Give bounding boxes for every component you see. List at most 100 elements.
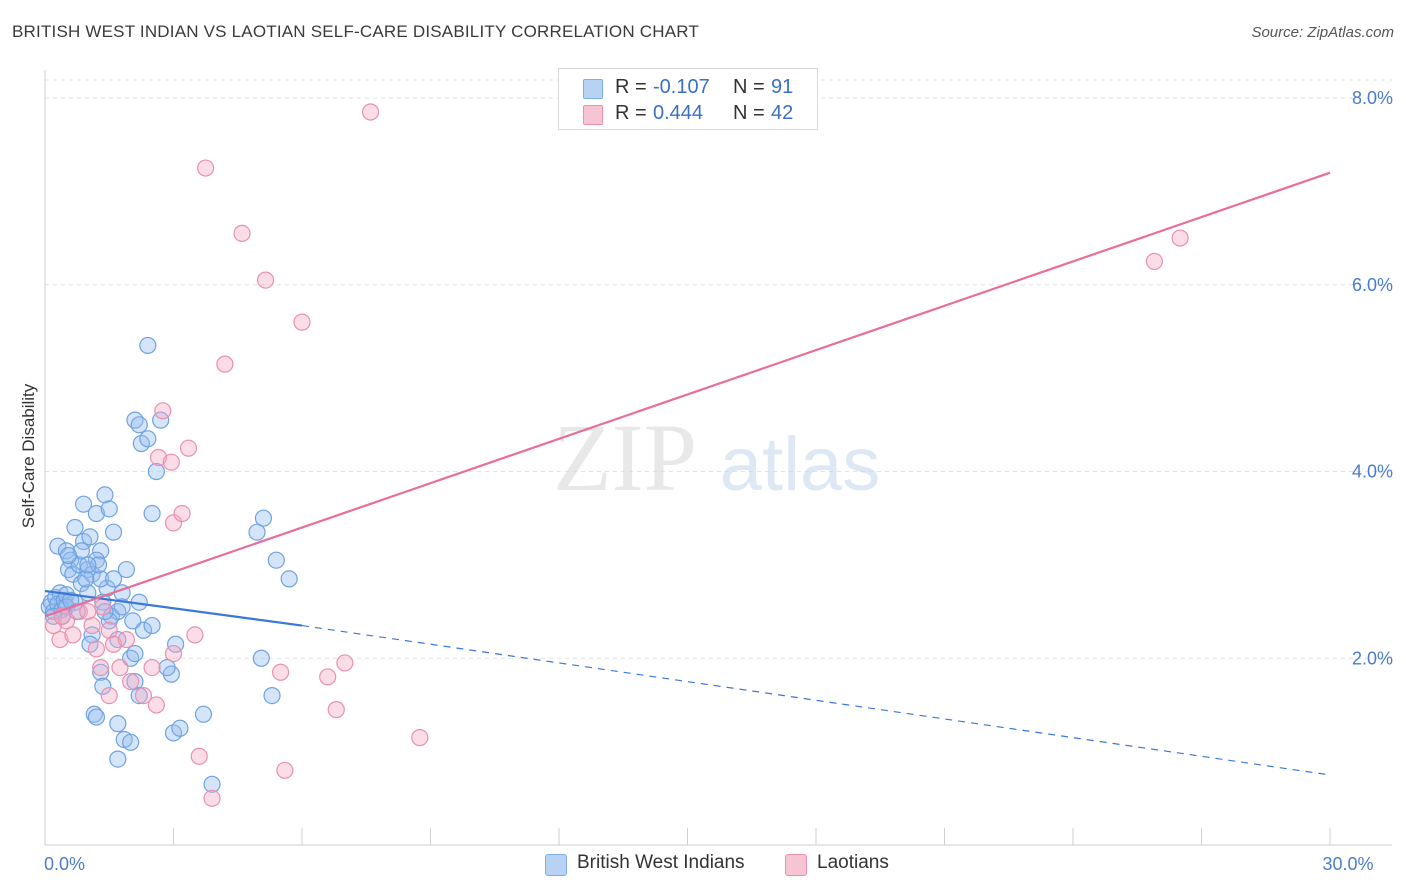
british-west-indian-point (124, 612, 142, 630)
laotian-point (104, 635, 123, 653)
british-west-indian-point (139, 430, 157, 448)
legend-n-value: 42 (771, 102, 794, 124)
british-west-indian-point (87, 504, 106, 523)
british-west-indian-point (117, 560, 135, 579)
british-west-indian-point (130, 416, 148, 434)
legend-item-label: British West Indians (577, 852, 745, 873)
british-west-indian-point (92, 663, 110, 681)
legend-r-value: -0.107 (653, 76, 710, 98)
legend-r-value: 0.444 (653, 102, 704, 124)
laotian-point (147, 696, 165, 714)
laotian-point (233, 224, 251, 243)
laotian-point (87, 640, 106, 658)
british-west-indian-point (92, 542, 110, 560)
x-tick-label: 30.0% (1322, 854, 1373, 874)
legend-swatch-blue (583, 79, 603, 99)
laotian-point (1171, 229, 1189, 247)
laotian-point (361, 103, 380, 121)
laotian-point (319, 668, 337, 686)
data-points (40, 103, 1189, 807)
laotian-point (186, 626, 204, 644)
laotian-point (190, 747, 208, 765)
laotian-point (179, 439, 198, 457)
british-west-indian-point (87, 708, 106, 726)
laotian-point (149, 448, 168, 467)
legend-swatch-pink (583, 105, 603, 125)
british-west-indian-point (72, 542, 91, 560)
laotian-point (64, 626, 82, 644)
british-west-indian-point (143, 616, 161, 635)
laotian-point (216, 355, 234, 373)
trend-lines (44, 171, 1331, 776)
y-tick-label: 4.0% (1352, 462, 1393, 482)
british-west-indian-point (158, 658, 176, 677)
legend-item-label: Laotians (817, 852, 889, 873)
british-west-indian-point (94, 677, 112, 695)
laotian-point (411, 729, 429, 747)
laotian-point (44, 616, 63, 635)
laotian-point (134, 687, 153, 705)
laotian-point (256, 271, 275, 289)
british-west-indian-point (147, 462, 165, 481)
y-axis-label: Self-Care Disability (19, 383, 38, 528)
laotian-point (276, 761, 294, 779)
laotian-point (100, 687, 118, 705)
british-west-indian-point (109, 750, 127, 768)
british-west-indian-point (248, 523, 266, 541)
laotian-point (111, 658, 129, 677)
watermark-zip: ZIP (553, 404, 697, 511)
laotian-point (327, 701, 345, 719)
legend-n-label: N = (733, 102, 765, 124)
axes: 2.0% 4.0% 6.0% 8.0% 0.0% 30.0% (44, 70, 1393, 874)
laotian-point (117, 630, 135, 649)
british-west-indian-point (104, 570, 123, 588)
laotian-point (336, 654, 354, 672)
british-west-indian-point (280, 570, 298, 588)
laotian-point (154, 402, 172, 420)
british-west-indian-point (194, 705, 213, 723)
british-west-indian-point (122, 733, 140, 751)
laotian-point (164, 514, 183, 532)
british-west-indian-point (267, 551, 285, 569)
laotian-point (271, 663, 290, 681)
british-west-indian-point (203, 775, 221, 793)
british-west-indian-point (81, 528, 99, 546)
british-west-indian-trendline-extension (301, 624, 1331, 776)
correlation-legend: R = -0.107 N = 91 R = 0.444 N = 42 (558, 68, 818, 130)
british-west-indian-point (130, 687, 148, 705)
laotian-point (164, 644, 183, 663)
legend-swatch-blue (545, 854, 567, 876)
x-tick-label: 0.0% (44, 854, 85, 874)
british-west-indian-trendline (44, 589, 303, 627)
british-west-indian-point (92, 570, 110, 588)
laotian-point (173, 504, 191, 523)
british-west-indian-point (100, 500, 118, 518)
laotian-point (83, 616, 101, 635)
british-west-indian-point (171, 719, 189, 737)
laotian-point (100, 621, 118, 639)
british-west-indian-point (109, 715, 127, 733)
laotian-point (122, 672, 140, 691)
legend-swatch-pink (785, 854, 807, 876)
watermark-atlas: atlas (720, 422, 881, 507)
legend-n-value: 91 (771, 76, 794, 98)
source-label: Source: ZipAtlas.com (1251, 24, 1394, 41)
british-west-indian-point (74, 495, 93, 513)
british-west-indian-point (85, 705, 103, 723)
british-west-indian-point (126, 644, 144, 663)
laotian-point (197, 159, 215, 177)
british-west-indian-point (66, 518, 84, 537)
y-tick-label: 6.0% (1352, 275, 1393, 295)
legend-r-label: R = (615, 76, 647, 98)
grid-lines (45, 79, 1392, 659)
laotian-point (162, 453, 180, 471)
british-west-indian-point (79, 556, 97, 574)
british-west-indian-point (126, 672, 144, 691)
y-tick-label: 2.0% (1352, 648, 1393, 668)
series-legend: British West Indians Laotians (0, 852, 1406, 878)
british-west-indian-point (59, 546, 78, 565)
y-tick-label: 8.0% (1352, 88, 1393, 108)
laotian-point (51, 630, 69, 649)
british-west-indian-point (263, 687, 281, 705)
legend-n-label: N = (733, 76, 765, 98)
